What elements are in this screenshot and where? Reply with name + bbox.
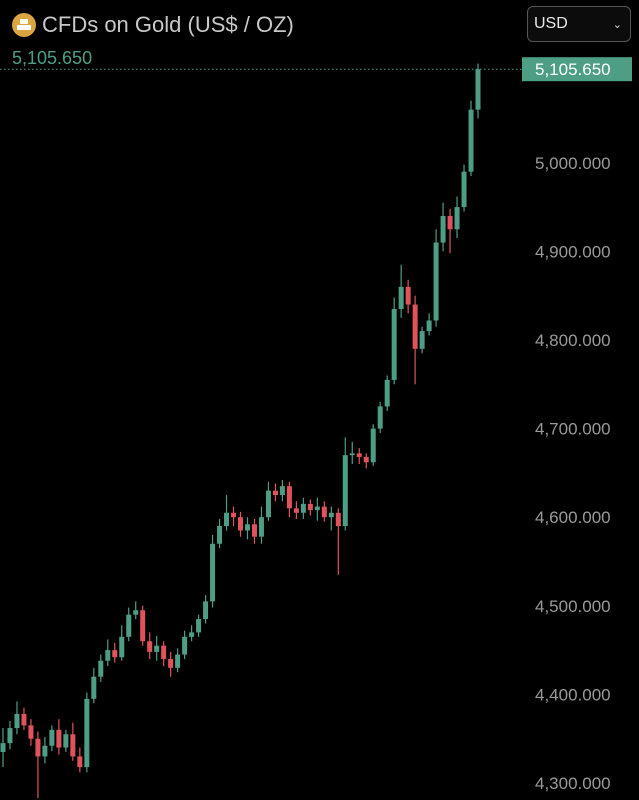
candle-body [91,676,97,699]
candle-body [189,632,195,637]
candle-body [440,215,446,243]
candle-body [447,215,453,230]
last-price-tag [522,57,632,82]
candle-body [321,506,327,518]
candle-body [279,486,285,496]
instrument-header: CFDs on Gold (US$ / OZ) [12,12,294,38]
candle-body [168,658,174,668]
candle-body [133,610,139,615]
candle-body [7,728,13,744]
candle-body [377,406,383,429]
candle-body [370,428,376,463]
candle-body [454,207,460,230]
candle-body [384,379,390,407]
y-tick-label: 4,300.000 [535,774,611,793]
candle-body [196,619,202,633]
currency-value: USD [534,15,568,32]
candle-body [349,453,355,456]
candle-body [126,614,132,637]
candle-body [258,517,264,537]
candle-body [70,734,76,757]
candle-body [21,713,27,726]
candle-body [265,490,271,518]
candle-body [203,601,209,620]
candle-body [342,455,348,527]
candle-body [119,636,125,658]
candle-body [147,641,153,652]
candle-body [272,490,278,496]
candle-body [307,503,313,511]
candle-body [182,636,188,655]
candle-body [363,456,369,463]
candle-body [468,109,474,172]
candle-body [251,524,257,537]
last-price: 5,105.650 [12,48,93,68]
candle-body [77,756,83,768]
y-tick-label: 5,000.000 [535,154,611,173]
candle-body [217,526,223,544]
candle-body [105,650,111,661]
instrument-title: CFDs on Gold (US$ / OZ) [42,12,294,37]
candle-body [175,654,181,668]
candle-body [210,543,216,602]
candle-body [42,745,48,757]
candle-body [461,171,467,208]
y-tick-label: 4,900.000 [535,242,611,261]
candle-body [356,453,362,457]
candle-body [14,713,20,729]
candle-body [328,512,334,518]
candle-body [98,660,104,677]
candle-body [398,286,404,309]
candle-body [419,331,425,349]
candle-body [391,308,397,380]
candle-body [0,743,6,752]
candle-body [56,729,62,748]
candle-body [433,242,439,321]
y-tick-label: 4,700.000 [535,420,611,439]
currency-select[interactable]: USD ⌄ [527,6,631,42]
last-price-tag-label: 5,105.650 [535,60,611,79]
candle-body [224,512,230,527]
candle-body [286,486,292,509]
candle-body [412,304,418,349]
candle-body [244,524,250,531]
candle-body [335,512,341,527]
candle-body [28,725,34,739]
candle-body [112,650,118,658]
y-tick-label: 4,800.000 [535,331,611,350]
candle-body [426,320,432,332]
gold-bars-icon [12,13,36,37]
y-tick-label: 4,400.000 [535,685,611,704]
chevron-down-icon: ⌄ [612,18,622,31]
candle-body [35,738,41,757]
candle-body [161,645,167,659]
candle-body [405,286,411,305]
candle-body [475,69,481,110]
candle-body [300,503,306,513]
y-tick-label: 4,600.000 [535,508,611,527]
candle-body [84,698,90,768]
candle-body [238,517,243,531]
candle-body [49,729,55,746]
candle-body [154,645,160,652]
candle-body [314,506,320,511]
y-tick-label: 4,500.000 [535,597,611,616]
candle-body [293,508,299,513]
candle-body [63,734,69,748]
candle-body [231,512,237,518]
candle-body [140,610,146,642]
